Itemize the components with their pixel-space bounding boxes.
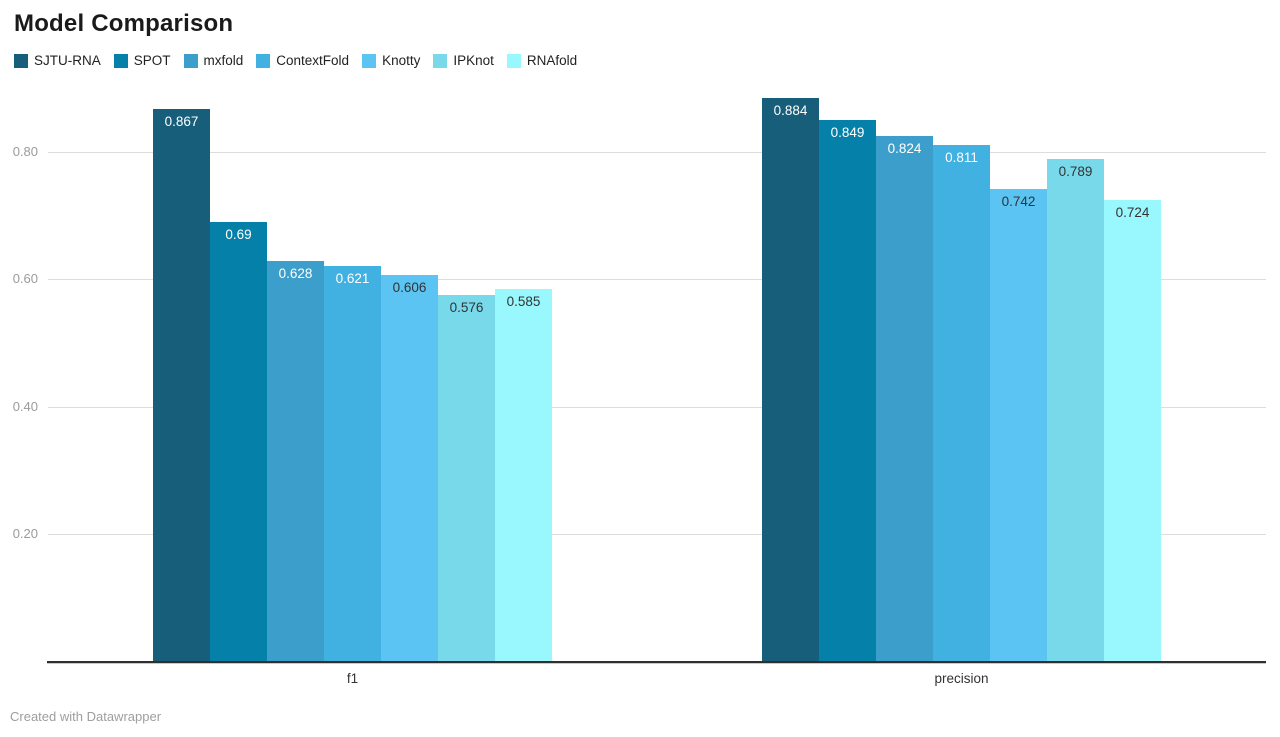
bar-ipknot-f1[interactable]: 0.576 (438, 294, 495, 662)
chart-legend: SJTU-RNA SPOT mxfold ContextFold Knotty IPKno… (14, 53, 577, 68)
legend-swatch-icon (362, 53, 377, 68)
bar-ipknot-precision[interactable]: 0.789 (1047, 158, 1104, 662)
bar-rnafold-f1[interactable]: 0.585 (495, 288, 552, 662)
datawrapper-attribution: Created with Datawrapper (10, 709, 162, 724)
y-tick-label: 0.20 (12, 526, 38, 542)
category-label-f1: f1 (346, 671, 359, 686)
bar-value-label: 0.621 (335, 270, 370, 286)
legend-swatch-icon (14, 53, 28, 68)
legend-swatch-icon (113, 53, 128, 68)
bar-knotty-precision[interactable]: 0.742 (990, 188, 1047, 662)
chart-title: Model Comparison (14, 10, 234, 37)
legend-label: mxfold (203, 53, 244, 68)
legend-item-contextfold: ContextFold (256, 53, 349, 68)
legend-item-rnafold: RNAfold (506, 53, 578, 68)
bar-value-label: 0.824 (887, 141, 922, 157)
bar-sjtu-rna-f1[interactable]: 0.867 (153, 108, 210, 662)
bar-value-label: 0.628 (278, 266, 313, 282)
bar-value-label: 0.867 (164, 113, 199, 129)
legend-label: ContextFold (276, 53, 350, 68)
y-tick-label: 0.60 (12, 271, 38, 287)
y-gridline (48, 151, 1266, 153)
bar-value-label: 0.849 (830, 125, 865, 141)
legend-swatch-icon (183, 53, 198, 68)
bar-contextfold-precision[interactable]: 0.811 (933, 144, 990, 662)
bar-contextfold-f1[interactable]: 0.621 (324, 265, 381, 662)
legend-item-knotty: Knotty (362, 53, 420, 68)
legend-item-ipknot: IPKnot (433, 53, 494, 68)
bar-value-label: 0.811 (945, 149, 978, 165)
legend-label: IPKnot (453, 53, 494, 68)
bar-value-label: 0.606 (392, 280, 427, 296)
y-tick-label: 0.40 (12, 398, 38, 414)
bar-sjtu-rna-precision[interactable]: 0.884 (762, 98, 819, 662)
legend-item-sjtu-rna: SJTU-RNA (14, 53, 101, 68)
y-gridline (48, 534, 1266, 536)
y-gridline (48, 279, 1266, 281)
legend-item-spot: SPOT (113, 53, 171, 68)
legend-label: SPOT (133, 53, 171, 68)
legend-swatch-icon (506, 53, 521, 68)
legend-item-mxfold: mxfold (183, 53, 244, 68)
bar-value-label: 0.789 (1058, 163, 1093, 179)
legend-label: RNAfold (526, 53, 578, 68)
category-label-precision: precision (934, 671, 989, 686)
bar-rnafold-precision[interactable]: 0.724 (1104, 200, 1161, 662)
bar-value-label: 0.884 (773, 103, 808, 118)
bar-value-label: 0.69 (225, 226, 252, 242)
bar-value-label: 0.576 (449, 299, 484, 315)
bar-spot-precision[interactable]: 0.849 (819, 120, 876, 662)
legend-label: Knotty (382, 53, 421, 68)
legend-swatch-icon (433, 53, 448, 68)
legend-label: SJTU-RNA (34, 53, 101, 68)
y-tick-label: 0.80 (12, 143, 38, 159)
bar-value-label: 0.724 (1115, 205, 1150, 221)
bar-mxfold-f1[interactable]: 0.628 (267, 261, 324, 662)
x-axis-line (47, 661, 1266, 664)
legend-swatch-icon (256, 53, 271, 68)
y-gridline (48, 406, 1266, 408)
bar-spot-f1[interactable]: 0.69 (210, 221, 267, 662)
bar-mxfold-precision[interactable]: 0.824 (876, 136, 933, 662)
bar-knotty-f1[interactable]: 0.606 (381, 275, 438, 662)
bar-value-label: 0.585 (506, 293, 541, 309)
bar-value-label: 0.742 (1001, 193, 1036, 209)
